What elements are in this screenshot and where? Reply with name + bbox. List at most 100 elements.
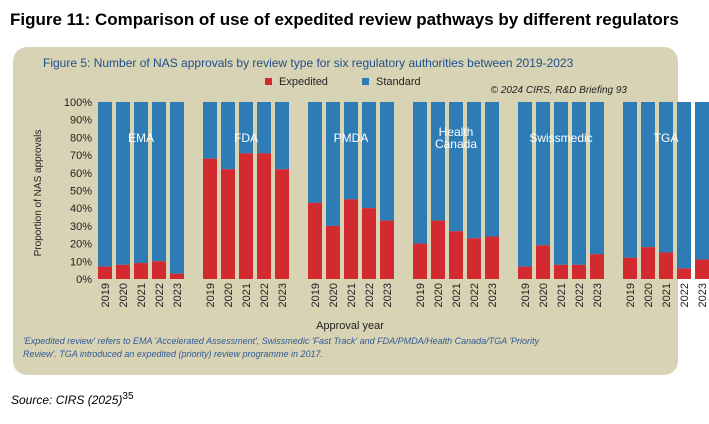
x-tick-label: 2021 <box>451 283 463 307</box>
bar-standard-swissmedic-2023 <box>590 102 604 255</box>
y-axis-ticks: 0% 10% 20% 30% 40% 50% 60% 70% 80% 90% 100% <box>64 97 92 286</box>
bar-standard-health-canada-2023 <box>485 102 499 237</box>
bar-expedited-swissmedic-2022 <box>572 264 586 279</box>
bar-standard-ema-2021 <box>134 102 148 264</box>
x-tick-label: 2021 <box>136 283 148 307</box>
bar-expedited-health-canada-2022 <box>467 238 481 279</box>
stacked-bar-chart: Figure 5: Number of NAS approvals by rev… <box>23 56 709 359</box>
y-tick-label: 40% <box>70 203 92 215</box>
bar-standard-ema-2023 <box>170 102 184 274</box>
bar-expedited-tga-2021 <box>659 252 673 279</box>
bar-standard-health-canada-2019 <box>413 102 427 244</box>
figure-title: Figure 11: Comparison of use of expedite… <box>10 10 679 29</box>
group-label-pmda: PMDA <box>334 131 369 145</box>
chart-title: Figure 5: Number of NAS approvals by rev… <box>43 56 574 70</box>
x-tick-label: 2023 <box>487 283 499 307</box>
bar-standard-ema-2019 <box>98 102 112 267</box>
bar-expedited-pmda-2020 <box>326 225 340 279</box>
bar-standard-fda-2019 <box>203 102 217 159</box>
group-label-fda: FDA <box>234 131 258 145</box>
bar-standard-health-canada-2022 <box>467 102 481 239</box>
x-tick-label: 2022 <box>469 283 481 307</box>
bar-standard-health-canada-2020 <box>431 102 445 221</box>
bar-expedited-tga-2023 <box>695 259 709 279</box>
bar-standard-tga-2022 <box>677 102 691 269</box>
source-text: Source: CIRS (2025) <box>11 393 123 407</box>
x-tick-label: 2021 <box>241 283 253 307</box>
bar-expedited-swissmedic-2020 <box>536 245 550 279</box>
x-tick-label: 2019 <box>415 283 427 307</box>
bar-standard-ema-2022 <box>152 102 166 262</box>
bar-expedited-pmda-2023 <box>380 220 394 279</box>
bar-expedited-ema-2019 <box>98 266 112 279</box>
bar-standard-fda-2021 <box>239 102 253 154</box>
bar-standard-swissmedic-2020 <box>536 102 550 246</box>
x-tick-label: 2023 <box>277 283 289 307</box>
bar-standard-tga-2023 <box>695 102 709 260</box>
bar-expedited-health-canada-2020 <box>431 220 445 279</box>
x-tick-label: 2019 <box>520 283 532 307</box>
bar-standard-ema-2020 <box>116 102 130 265</box>
y-tick-label: 100% <box>64 97 92 109</box>
footnote-line-2: Review'. TGA introduced an expedited (pr… <box>23 349 323 359</box>
x-axis-ticks: 2019 2020 2021 2022 2023 2019 2020 2021 2022 2023… <box>100 283 709 307</box>
y-tick-label: 60% <box>70 168 92 180</box>
bar-standard-fda-2022 <box>257 102 271 154</box>
bar-expedited-health-canada-2021 <box>449 231 463 279</box>
bar-expedited-ema-2021 <box>134 263 148 279</box>
bar-expedited-fda-2022 <box>257 153 271 279</box>
x-tick-label: 2022 <box>259 283 271 307</box>
x-tick-label: 2021 <box>346 283 358 307</box>
bar-standard-pmda-2019 <box>308 102 322 203</box>
bar-standard-health-canada-2021 <box>449 102 463 232</box>
y-axis-label: Proportion of NAS approvals <box>33 130 44 257</box>
bar-expedited-pmda-2019 <box>308 202 322 279</box>
group-label-swissmedic: Swissmedic <box>529 131 592 145</box>
legend-swatch-standard <box>362 78 369 85</box>
x-tick-label: 2020 <box>223 283 235 307</box>
x-tick-label: 2020 <box>118 283 130 307</box>
x-tick-label: 2019 <box>205 283 217 307</box>
source-citation: Source: CIRS (2025)35 <box>11 391 134 407</box>
bar-expedited-pmda-2022 <box>362 208 376 279</box>
x-tick-label: 2022 <box>154 283 166 307</box>
bar-expedited-fda-2023 <box>275 169 289 279</box>
x-tick-label: 2021 <box>661 283 673 307</box>
bar-standard-tga-2020 <box>641 102 655 248</box>
x-tick-label: 2022 <box>574 283 586 307</box>
y-tick-label: 50% <box>70 186 92 198</box>
bar-expedited-fda-2019 <box>203 158 217 279</box>
bar-standard-swissmedic-2021 <box>554 102 568 265</box>
y-tick-label: 80% <box>70 132 92 144</box>
legend-swatch-expedited <box>265 78 272 85</box>
x-tick-label: 2023 <box>592 283 604 307</box>
y-tick-label: 30% <box>70 221 92 233</box>
x-tick-label: 2023 <box>697 283 709 307</box>
bar-expedited-ema-2022 <box>152 261 166 279</box>
bar-expedited-ema-2020 <box>116 264 130 279</box>
x-tick-label: 2022 <box>679 283 691 307</box>
legend-label-standard: Standard <box>376 76 421 88</box>
x-tick-label: 2020 <box>328 283 340 307</box>
y-tick-label: 20% <box>70 239 92 251</box>
x-tick-label: 2023 <box>382 283 394 307</box>
x-tick-label: 2020 <box>433 283 445 307</box>
legend-label-expedited: Expedited <box>279 76 328 88</box>
source-reference: 35 <box>122 391 134 402</box>
y-tick-label: 10% <box>70 256 92 268</box>
y-tick-label: 90% <box>70 115 92 127</box>
bar-expedited-swissmedic-2019 <box>518 266 532 279</box>
group-label-health-canada: Health <box>439 125 474 139</box>
bar-expedited-fda-2020 <box>221 169 235 279</box>
bar-standard-pmda-2020 <box>326 102 340 226</box>
bar-expedited-swissmedic-2021 <box>554 264 568 279</box>
bar-expedited-pmda-2021 <box>344 199 358 279</box>
group-label-ema: EMA <box>128 131 154 145</box>
x-tick-label: 2023 <box>172 283 184 307</box>
x-tick-label: 2021 <box>556 283 568 307</box>
bar-expedited-tga-2020 <box>641 247 655 279</box>
bar-standard-pmda-2022 <box>362 102 376 209</box>
y-tick-label: 0% <box>76 274 92 286</box>
x-tick-label: 2020 <box>643 283 655 307</box>
